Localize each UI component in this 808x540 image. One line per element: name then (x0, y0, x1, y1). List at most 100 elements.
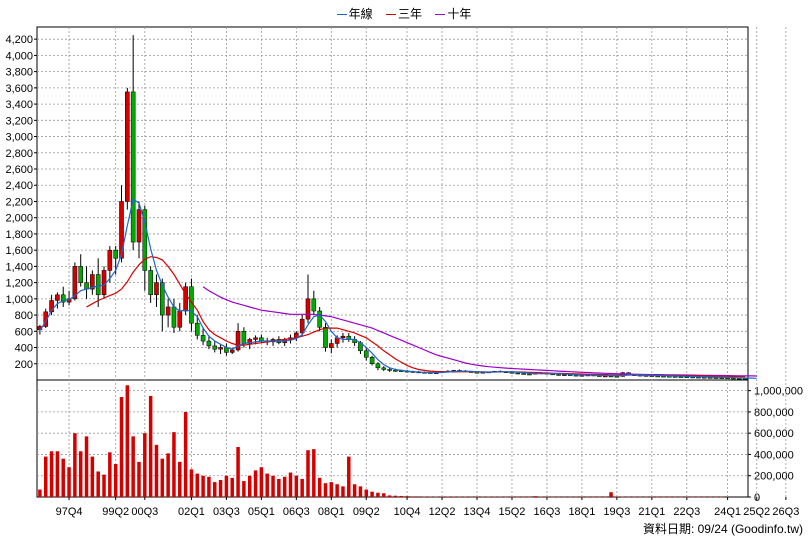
candle-body (340, 335, 346, 339)
volume-bar (685, 496, 689, 498)
candle-body (235, 331, 241, 351)
volume-tick-label: 800,000 (754, 407, 794, 419)
volume-bar (43, 456, 48, 497)
candle-body (154, 282, 159, 296)
volume-bar (154, 444, 159, 497)
price-tick-label: 2,600 (5, 164, 33, 176)
volume-bar (527, 496, 532, 498)
volume-bar (434, 496, 438, 498)
time-tick-label: 09Q2 (353, 506, 380, 518)
price-tick-label: 2,000 (5, 213, 33, 225)
candle-body (562, 374, 567, 376)
volume-bar (428, 496, 433, 498)
volume-bar (597, 496, 602, 498)
volume-bar (137, 461, 141, 497)
candle-body (60, 294, 66, 303)
candle-body (113, 249, 118, 259)
candle-body (183, 286, 188, 312)
time-tick-label: 00Q3 (131, 506, 158, 518)
candle-body (136, 209, 142, 243)
volume-bar (661, 496, 666, 498)
candle-body (299, 318, 305, 334)
volume-bar (178, 461, 182, 497)
volume-bar (562, 496, 567, 498)
volume-bar (486, 496, 491, 498)
volume-bar (609, 492, 613, 497)
candle-body (107, 249, 113, 271)
volume-bar (399, 495, 403, 497)
volume-bar (638, 496, 642, 498)
volume-bar (655, 496, 660, 498)
volume-bar (61, 458, 65, 497)
volume-bar (312, 449, 316, 497)
candle-body (177, 310, 183, 328)
time-tick-label: 10Q4 (394, 506, 421, 518)
volume-bar (510, 496, 514, 498)
volume-bar (224, 475, 229, 497)
volume-tick-label: 1,000,000 (754, 386, 803, 398)
volume-bar (323, 483, 328, 497)
volume-bar (556, 496, 561, 498)
candle-body (49, 300, 54, 313)
volume-tick-label: 600,000 (754, 428, 794, 440)
volume-bar (585, 496, 590, 498)
price-tick-label: 1,000 (5, 294, 33, 306)
candle-body (229, 349, 235, 353)
volume-bar (49, 451, 54, 497)
volume-bar (492, 496, 497, 498)
legend-item-ma-10y: 十年 (435, 5, 471, 22)
volume-bar (113, 464, 118, 497)
volume-bar (282, 476, 287, 497)
volume-bar (382, 493, 386, 497)
volume-bar (393, 495, 398, 497)
volume-bar (119, 397, 124, 497)
volume-bar (422, 496, 427, 497)
candle-body (43, 311, 49, 327)
volume-bar (102, 474, 106, 497)
candle-body (369, 357, 375, 365)
chart-legend: 年線 三年 十年 (0, 5, 808, 22)
volume-bar (673, 496, 677, 498)
candle-body (119, 201, 124, 259)
volume-bar (620, 496, 625, 498)
price-tick-label: 2,400 (5, 180, 33, 192)
volume-bar (667, 496, 672, 498)
volume-bar (108, 452, 112, 497)
volume-tick-label: 400,000 (754, 449, 794, 461)
time-tick-label: 13Q4 (464, 506, 491, 518)
volume-bar (67, 467, 71, 497)
volume-bar (131, 436, 135, 497)
volume-bar (720, 496, 724, 498)
volume-bar (475, 496, 479, 498)
legend-label-ma-3y: 三年 (397, 7, 422, 21)
candle-body (381, 367, 387, 370)
volume-bar (387, 495, 392, 497)
volume-bar (201, 475, 205, 497)
legend-swatch-ma-3y (385, 14, 396, 16)
time-tick-label: 97Q4 (56, 506, 83, 518)
volume-bar (632, 496, 637, 498)
price-tick-label: 600 (15, 326, 33, 338)
candle-body (218, 347, 223, 350)
volume-bar (539, 496, 543, 498)
volume-bar (277, 478, 281, 497)
candle-body (515, 372, 521, 375)
candle-body (165, 306, 171, 316)
price-tick-label: 1,800 (5, 229, 33, 241)
volume-bar (521, 496, 526, 498)
data-date-footer: 資料日期: 09/24 (Goodinfo.tw) (642, 522, 803, 536)
volume-bar (411, 496, 415, 497)
candle-body (125, 91, 130, 202)
candle-body (78, 266, 83, 283)
volume-bar (626, 496, 631, 498)
volume-bar (143, 433, 147, 497)
candle-body (130, 91, 136, 243)
price-tick-label: 3,400 (5, 99, 33, 111)
volume-bar (446, 496, 450, 497)
volume-bar (253, 470, 258, 497)
candle-body (142, 209, 148, 271)
candle-body (72, 266, 78, 300)
candle-body (171, 306, 177, 328)
candle-body (194, 322, 200, 336)
